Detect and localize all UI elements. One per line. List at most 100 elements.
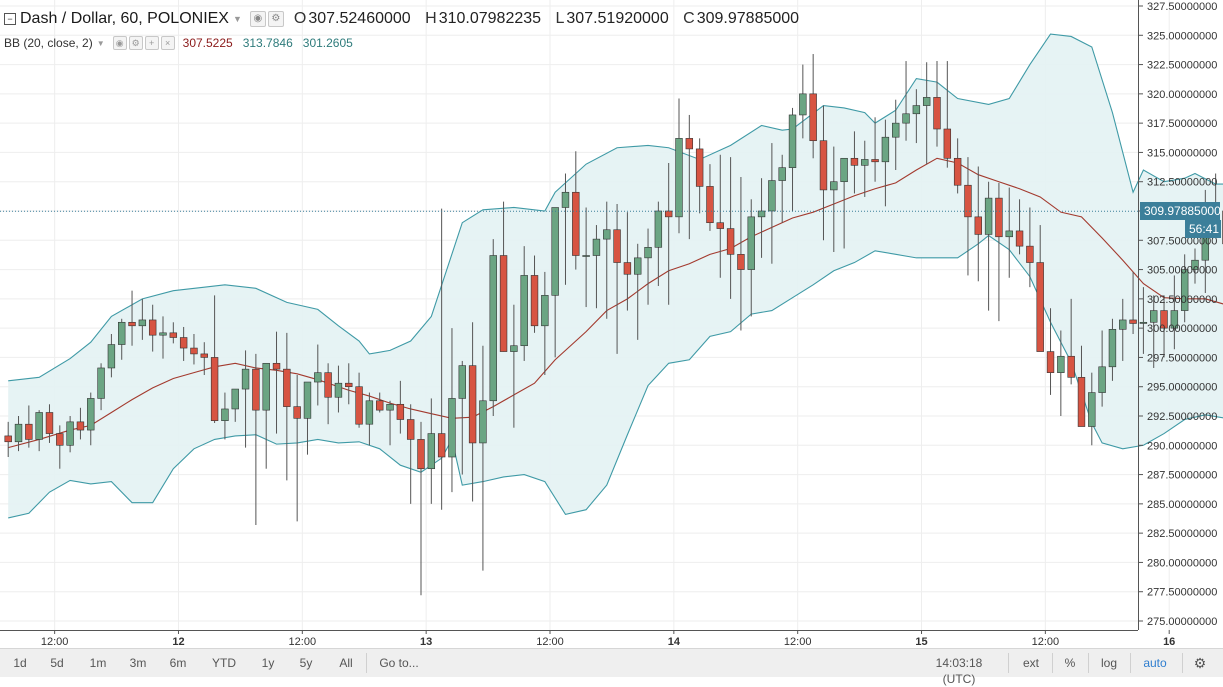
countdown-value: 56:41 — [1189, 222, 1219, 236]
chevron-down-icon[interactable]: ▼ — [97, 39, 105, 48]
price-tick-label: 312.50000000 — [1147, 177, 1217, 189]
divider — [1088, 653, 1089, 673]
range-6m-button[interactable]: 6m — [164, 655, 192, 671]
candle-body — [490, 256, 497, 401]
range-1m-button[interactable]: 1m — [84, 655, 112, 671]
candle-body — [903, 114, 910, 123]
eye-icon[interactable]: ◉ — [113, 36, 127, 50]
chevron-down-icon[interactable]: ▼ — [233, 14, 242, 24]
symbol-title: Dash / Dollar, 60, POLONIEX — [20, 10, 229, 28]
open-label: O — [294, 10, 306, 27]
candle-body — [510, 346, 517, 352]
close-icon[interactable]: × — [161, 36, 175, 50]
range-3m-button[interactable]: 3m — [124, 655, 152, 671]
candle-body — [593, 239, 600, 255]
candle-body — [283, 369, 290, 406]
candle-body — [67, 422, 74, 445]
time-tick-label: 13 — [420, 636, 432, 648]
price-tick-label: 320.00000000 — [1147, 89, 1217, 101]
candle-body — [634, 258, 641, 274]
candle-body — [645, 247, 652, 258]
candle-body — [696, 149, 703, 186]
settings-gear-icon[interactable]: ⚙ — [1190, 655, 1210, 671]
candle-body — [180, 338, 187, 349]
candle-body — [665, 211, 672, 217]
candle-body — [418, 439, 425, 468]
collapse-icon[interactable]: − — [4, 13, 16, 25]
close-value: 309.97885000 — [697, 10, 799, 27]
candle-body — [1150, 311, 1157, 323]
range-1d-button[interactable]: 1d — [8, 655, 32, 671]
candle-body — [304, 382, 311, 418]
indicator-legend: BB (20, close, 2) ▼ ◉ ⚙ + × 307.5225 313… — [0, 34, 353, 52]
candle-body — [294, 407, 301, 419]
candle-body — [1026, 246, 1033, 262]
candle-body — [1047, 352, 1054, 373]
candle-body — [335, 383, 342, 397]
utc-clock[interactable]: 14:03:18 (UTC) — [918, 655, 1000, 671]
candle-body — [1068, 356, 1075, 377]
divider — [1130, 653, 1131, 673]
range-5d-button[interactable]: 5d — [44, 655, 70, 671]
price-tick-label: 282.50000000 — [1147, 528, 1217, 540]
candle-body — [149, 320, 156, 335]
candle-body — [500, 256, 507, 352]
candle-body — [521, 275, 528, 345]
candle-body — [934, 97, 941, 129]
auto-toggle[interactable]: auto — [1138, 655, 1172, 671]
candle-body — [314, 373, 321, 382]
bottom-toolbar: 1d 5d 1m 3m 6m YTD 1y 5y All Go to... 14… — [0, 648, 1223, 677]
open-value: 307.52460000 — [308, 10, 410, 27]
goto-button[interactable]: Go to... — [376, 655, 422, 671]
candle-body — [345, 383, 352, 387]
indicator-title[interactable]: BB (20, close, 2) — [4, 36, 93, 50]
time-tick-label: 12:00 — [784, 636, 812, 648]
percent-toggle[interactable]: % — [1060, 655, 1080, 671]
time-tick-label: 12:00 — [289, 636, 317, 648]
range-1y-button[interactable]: 1y — [256, 655, 280, 671]
candle-body — [768, 181, 775, 211]
price-tick-label: 315.00000000 — [1147, 147, 1217, 159]
candle-body — [541, 295, 548, 325]
bb-lower-value: 301.2605 — [303, 36, 353, 50]
candle-body — [407, 420, 414, 440]
divider — [1008, 653, 1009, 673]
price-tick-label: 285.00000000 — [1147, 499, 1217, 511]
candle-body — [438, 434, 445, 457]
candle-body — [459, 366, 466, 399]
candle-body — [232, 389, 239, 409]
eye-icon[interactable]: ◉ — [250, 11, 266, 27]
settings-icon[interactable]: ⚙ — [129, 36, 143, 50]
candle-body — [1057, 356, 1064, 372]
candle-body — [1140, 322, 1147, 323]
candle-body — [36, 412, 43, 439]
price-tick-label: 327.50000000 — [1147, 1, 1217, 13]
candle-body — [263, 363, 270, 410]
ext-toggle[interactable]: ext — [1018, 655, 1044, 671]
price-tick-label: 302.50000000 — [1147, 294, 1217, 306]
candle-body — [87, 398, 94, 430]
last-price-value: 309.97885000 — [1144, 204, 1221, 218]
range-5y-button[interactable]: 5y — [294, 655, 318, 671]
plus-icon[interactable]: + — [145, 36, 159, 50]
divider — [1182, 653, 1183, 673]
candle-body — [1016, 231, 1023, 246]
candle-body — [810, 94, 817, 141]
last-price-tag: 309.97885000 — [1140, 202, 1220, 220]
time-tick-label: 12:00 — [536, 636, 564, 648]
gear-icon[interactable]: ⚙ — [268, 11, 284, 27]
range-ytd-button[interactable]: YTD — [206, 655, 242, 671]
log-toggle[interactable]: log — [1096, 655, 1122, 671]
candle-body — [5, 436, 12, 442]
price-tick-label: 325.00000000 — [1147, 30, 1217, 42]
candle-body — [356, 387, 363, 424]
price-tick-label: 287.50000000 — [1147, 470, 1217, 482]
candle-body — [727, 229, 734, 255]
price-tick-label: 277.50000000 — [1147, 587, 1217, 599]
candle-body — [748, 217, 755, 270]
price-chart[interactable]: 327.50000000325.00000000322.50000000320.… — [0, 0, 1223, 648]
time-tick-label: 15 — [915, 636, 927, 648]
range-all-button[interactable]: All — [332, 655, 360, 671]
